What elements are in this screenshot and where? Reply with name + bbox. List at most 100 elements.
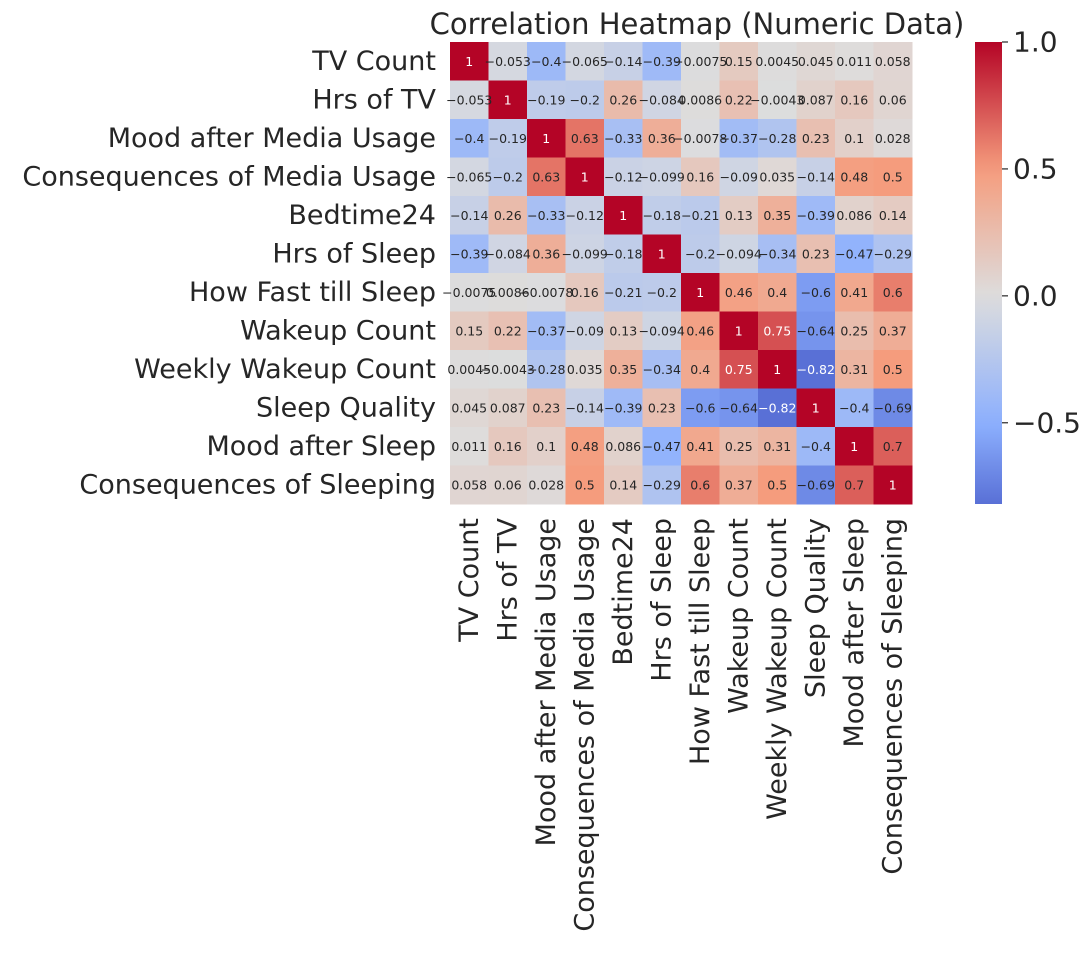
heatmap-cell-value: 0.31 <box>763 439 791 454</box>
heatmap-cell <box>835 273 874 312</box>
heatmap-cell <box>565 80 605 120</box>
heatmap-cell-value: 0.15 <box>455 323 483 338</box>
colorbar-gradient <box>975 42 1002 504</box>
heatmap-cell <box>719 196 759 235</box>
x-tick-label: Consequences of Sleeping <box>877 518 908 875</box>
heatmap-cell-value: 0.75 <box>763 323 791 338</box>
heatmap-cell-value: −0.0078 <box>519 285 573 300</box>
heatmap-cell-value: −0.47 <box>835 246 873 261</box>
heatmap-cell <box>565 427 605 466</box>
heatmap-cell <box>681 311 720 351</box>
heatmap-cell <box>796 465 836 505</box>
heatmap-cell-value: 0.16 <box>494 439 522 454</box>
heatmap-cell <box>450 273 489 312</box>
colorbar-ticks: −0.5 0.0 0.5 1.0 <box>1002 26 1081 439</box>
x-axis-tick-labels: TV Count Hrs of TV Mood after Media Usage C… <box>454 517 909 931</box>
y-tick-label: Consequences of Media Usage <box>22 161 436 192</box>
heatmap-cell <box>681 427 720 466</box>
heatmap-cell-value: 0.41 <box>840 285 868 300</box>
heatmap-cell-value: 0.23 <box>802 131 830 146</box>
heatmap-cell <box>796 273 836 312</box>
heatmap-cell <box>565 157 605 197</box>
heatmap-cell <box>681 196 720 235</box>
heatmap-cell <box>450 388 489 428</box>
heatmap-cell <box>565 273 605 312</box>
heatmap-cell-value: −0.28 <box>758 131 796 146</box>
heatmap-cell <box>450 42 489 81</box>
heatmap-cell-value: −0.094 <box>716 246 762 261</box>
heatmap-cell <box>873 311 913 351</box>
heatmap-cell-value: −0.065 <box>446 169 492 184</box>
heatmap-cell <box>835 42 874 81</box>
y-tick-label: Hrs of Sleep <box>272 238 436 269</box>
heatmap-cell-value: 0.058 <box>451 477 487 492</box>
heatmap-cell <box>835 234 874 274</box>
heatmap-cell-value: −0.18 <box>604 246 642 261</box>
heatmap-cell-value: −0.47 <box>643 439 681 454</box>
heatmap-cell-value: −0.09 <box>720 169 758 184</box>
heatmap-cell <box>488 234 528 274</box>
heatmap-cell <box>758 234 797 274</box>
heatmap-cell-value: −0.084 <box>639 92 685 107</box>
heatmap-cell-value: −0.12 <box>604 169 642 184</box>
heatmap-cell <box>488 42 528 81</box>
heatmap-cell-value: −0.39 <box>604 400 642 415</box>
heatmap-cell-value: 1 <box>773 362 781 377</box>
heatmap-cell-value: −0.39 <box>797 208 835 223</box>
y-tick-label: TV Count <box>311 46 436 77</box>
heatmap-cell <box>565 311 605 351</box>
x-tick-label: Bedtime24 <box>608 518 639 666</box>
heatmap-cell-value: −0.37 <box>720 131 758 146</box>
heatmap-cell-value: −0.12 <box>566 208 604 223</box>
heatmap-cell-value: 0.6 <box>883 285 903 300</box>
heatmap-cell <box>604 311 643 351</box>
heatmap-cell <box>681 388 720 428</box>
heatmap-cell-value: 0.46 <box>725 285 753 300</box>
heatmap-cell <box>450 350 489 389</box>
heatmap-cell <box>835 80 874 120</box>
heatmap-cell-value: 0.028 <box>528 477 564 492</box>
heatmap-cell <box>873 42 913 81</box>
heatmap-cell <box>796 42 836 81</box>
heatmap-cell <box>835 427 874 466</box>
heatmap-cell-value: 0.13 <box>609 323 637 338</box>
y-tick-label: Consequences of Sleeping <box>79 469 436 500</box>
heatmap-cell-value: 0.4 <box>767 285 787 300</box>
heatmap-cell-value: 0.035 <box>759 169 795 184</box>
colorbar: −0.5 0.0 0.5 1.0 <box>975 26 1081 504</box>
heatmap-cell <box>527 388 566 428</box>
heatmap-cell-value: −0.099 <box>639 169 685 184</box>
heatmap-cell-value: 0.0086 <box>486 285 530 300</box>
heatmap-cell-value: 0.14 <box>879 208 907 223</box>
heatmap-cell-value: 0.13 <box>725 208 753 223</box>
heatmap-cell <box>873 273 913 312</box>
heatmap-cell <box>681 234 720 274</box>
heatmap-cell-value: −0.14 <box>450 208 488 223</box>
heatmap-cell-value: 0.045 <box>798 54 834 69</box>
heatmap-cell-value: −0.19 <box>489 131 527 146</box>
heatmap-cell-value: −0.2 <box>570 92 600 107</box>
heatmap-cell-value: 0.23 <box>532 400 560 415</box>
heatmap-cell-value: 0.16 <box>686 169 714 184</box>
heatmap-cell <box>642 465 682 505</box>
heatmap-cell <box>604 80 643 120</box>
heatmap-cell <box>719 273 759 312</box>
heatmap-cell-value: 0.23 <box>802 246 830 261</box>
heatmap-cell-value: −0.69 <box>874 400 912 415</box>
heatmap-cell-value: 0.5 <box>575 477 595 492</box>
heatmap-cell-value: −0.64 <box>797 323 835 338</box>
heatmap-cell-value: −0.14 <box>604 54 642 69</box>
heatmap-cell-value: 1 <box>812 400 820 415</box>
heatmap-cell-value: 0.0045 <box>755 54 799 69</box>
heatmap-cell-value: −0.69 <box>797 477 835 492</box>
heatmap-cell <box>565 42 605 81</box>
heatmap-cell <box>642 80 682 120</box>
heatmap-cell <box>527 427 566 466</box>
heatmap-cell-value: 0.41 <box>686 439 714 454</box>
x-tick-label: Mood after Media Usage <box>531 518 562 846</box>
heatmap-cells <box>450 42 913 505</box>
heatmap-cell <box>758 311 797 351</box>
heatmap-cell-value: 0.011 <box>836 54 872 69</box>
heatmap-cell-value: −0.4 <box>839 400 869 415</box>
heatmap-cell-value: 0.1 <box>536 439 556 454</box>
